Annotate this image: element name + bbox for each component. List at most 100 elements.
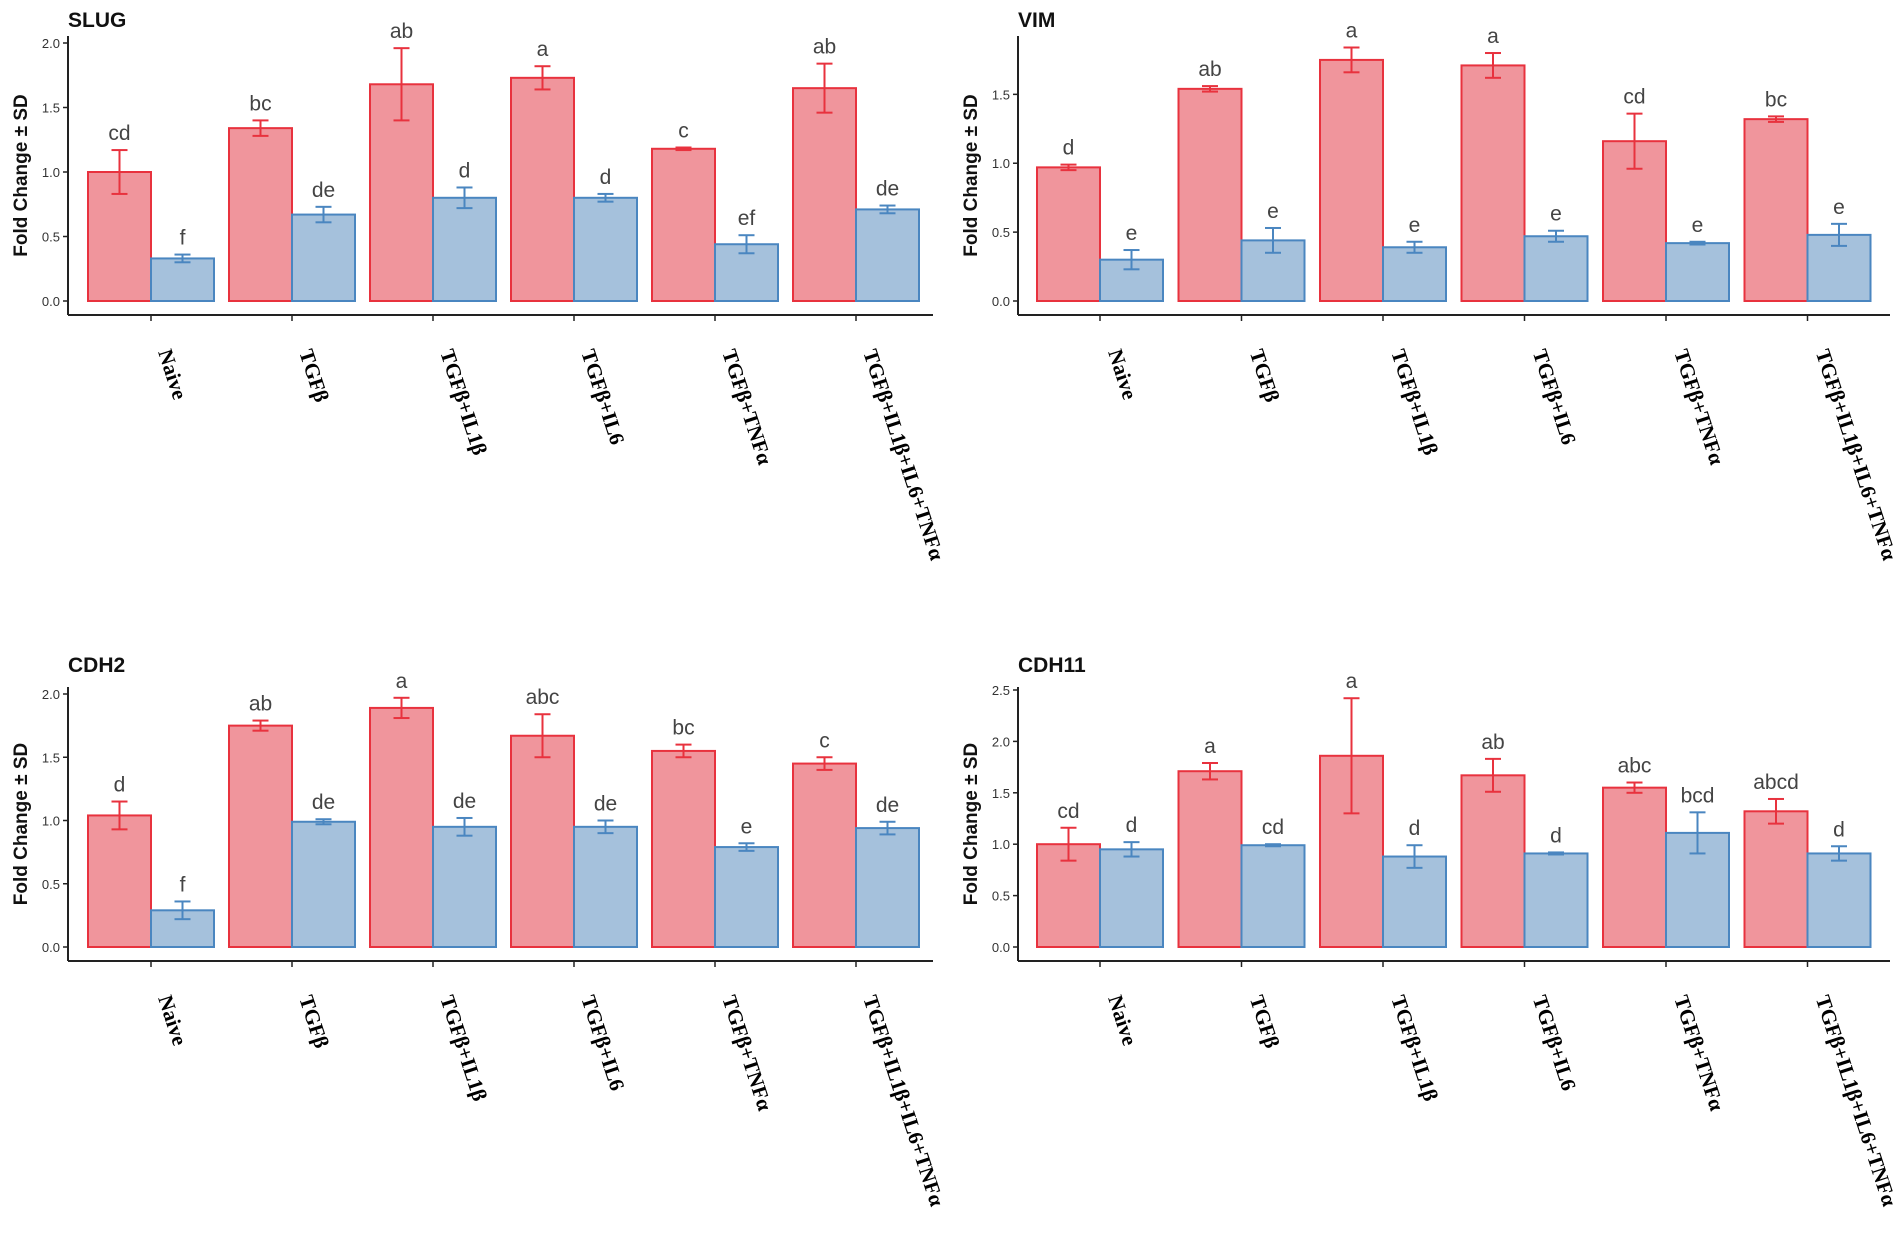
y-tick-label: 2.5 xyxy=(992,683,1010,698)
bar-red xyxy=(1460,64,1526,302)
bar-red xyxy=(228,127,293,302)
x-tick-label: TGFβ+IL6 xyxy=(576,992,629,1093)
significance-label: d xyxy=(1550,824,1562,847)
y-tick-label: 0.0 xyxy=(992,940,1010,955)
significance-label: abc xyxy=(1618,755,1652,778)
significance-label: e xyxy=(1267,200,1279,223)
bar-red xyxy=(651,147,716,302)
x-tick-label: TGFβ xyxy=(1245,992,1285,1051)
bar-red xyxy=(87,814,152,948)
significance-label: f xyxy=(180,873,186,896)
bar-blue xyxy=(855,208,920,302)
significance-label: bc xyxy=(249,92,271,115)
bar-red xyxy=(1177,87,1243,302)
y-tick-label: 0.0 xyxy=(992,294,1010,309)
y-axis-label: Fold Change ± SD xyxy=(11,94,32,256)
significance-label: de xyxy=(312,179,335,202)
x-tick-label: TGFβ+TNFα xyxy=(1669,346,1729,468)
bar-red xyxy=(1602,786,1667,948)
x-tick-label: TGFβ+IL1β+IL6+TNFα xyxy=(858,346,949,563)
significance-label: f xyxy=(180,227,186,250)
significance-label: abcd xyxy=(1753,771,1799,794)
significance-label: d xyxy=(1833,818,1845,841)
bar-blue xyxy=(714,846,779,948)
panel-title: CDH2 xyxy=(68,654,125,677)
significance-label: bcd xyxy=(1681,784,1715,807)
x-tick-label: TGFβ+IL6 xyxy=(1528,346,1581,447)
significance-label: d xyxy=(1409,817,1421,840)
bar-blue xyxy=(1665,242,1730,302)
bar-blue xyxy=(855,827,920,949)
bar-red xyxy=(1460,774,1526,948)
significance-label: d xyxy=(114,774,126,797)
bar-red xyxy=(1319,58,1384,302)
panel-title: CDH11 xyxy=(1018,654,1086,677)
x-tick-label: TGFβ+IL6 xyxy=(576,346,629,447)
chart-panel-cdh11: CDH11 Fold Change ± SD 0.0 0.5 1.0 1.5 2.0 2.5 c… xyxy=(961,654,1902,1209)
significance-label: ef xyxy=(738,207,756,230)
significance-label: bc xyxy=(1765,88,1787,111)
y-tick-label: 0.5 xyxy=(42,230,60,245)
bar-red xyxy=(651,749,716,948)
x-tick-label: TGFβ+IL1β xyxy=(1386,992,1443,1104)
significance-label: c xyxy=(678,119,689,142)
significance-label: ab xyxy=(249,693,272,716)
significance-label: d xyxy=(459,159,471,182)
bar-red xyxy=(228,724,293,948)
x-tick-label: TGFβ+IL1β xyxy=(435,992,492,1104)
significance-label: cd xyxy=(108,122,130,145)
significance-label: a xyxy=(1487,25,1499,48)
significance-label: abc xyxy=(526,686,560,709)
chart-panel-cdh2: CDH2 Fold Change ± SD 0.0 0.5 1.0 1.5 2.0 d f Nai… xyxy=(11,654,949,1209)
significance-label: a xyxy=(1204,735,1216,758)
bar-red xyxy=(369,706,434,948)
x-tick-label: Naive xyxy=(1103,346,1142,402)
y-tick-label: 2.0 xyxy=(42,687,60,702)
y-tick-label: 0.0 xyxy=(42,294,60,309)
y-tick-label: 1.5 xyxy=(42,101,60,116)
y-axis-label: Fold Change ± SD xyxy=(961,94,982,256)
y-tick-label: 1.5 xyxy=(42,750,60,765)
bar-red xyxy=(792,87,857,303)
significance-label: e xyxy=(1126,222,1138,245)
y-tick-label: 1.5 xyxy=(992,786,1010,801)
bar-blue xyxy=(1806,852,1872,949)
bar-red xyxy=(792,762,857,949)
bar-blue xyxy=(573,196,638,302)
bar-red xyxy=(1036,166,1101,302)
bar-red xyxy=(510,76,575,302)
x-tick-label: TGFβ+IL1β xyxy=(435,346,492,458)
bar-blue xyxy=(1382,855,1447,949)
x-tick-label: TGFβ xyxy=(294,992,334,1051)
x-tick-label: TGFβ+TNFα xyxy=(717,992,777,1114)
y-tick-label: 0.5 xyxy=(992,889,1010,904)
x-tick-label: TGFβ+TNFα xyxy=(1669,992,1729,1114)
significance-label: cd xyxy=(1262,816,1284,839)
significance-label: a xyxy=(537,38,549,61)
bar-blue xyxy=(432,825,497,949)
x-tick-label: TGFβ+TNFα xyxy=(717,346,777,468)
y-tick-label: 0.5 xyxy=(992,225,1010,240)
significance-label: c xyxy=(819,729,830,752)
significance-label: de xyxy=(594,793,617,816)
significance-label: a xyxy=(1346,20,1358,43)
bar-blue xyxy=(1240,844,1306,949)
significance-label: e xyxy=(1550,203,1562,226)
significance-label: e xyxy=(1692,214,1704,237)
significance-label: de xyxy=(453,790,476,813)
y-tick-label: 0.5 xyxy=(42,877,60,892)
y-tick-label: 1.0 xyxy=(42,814,60,829)
x-tick-label: Naive xyxy=(153,346,192,402)
bar-blue xyxy=(1523,235,1589,302)
x-tick-label: TGFβ+IL1β+IL6+TNFα xyxy=(1811,346,1902,563)
bar-blue xyxy=(1523,852,1589,949)
significance-label: de xyxy=(312,791,335,814)
significance-label: e xyxy=(741,815,753,838)
panel-title: VIM xyxy=(1018,9,1055,32)
bar-blue xyxy=(432,196,497,302)
y-axis-label: Fold Change ± SD xyxy=(11,743,32,905)
significance-label: d xyxy=(600,166,612,189)
